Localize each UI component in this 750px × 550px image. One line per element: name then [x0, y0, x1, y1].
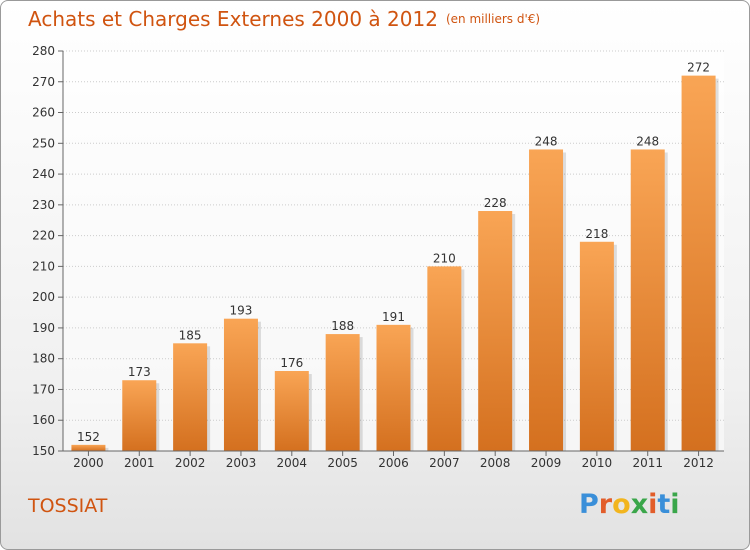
bar	[173, 343, 208, 451]
bar	[274, 371, 309, 451]
logo-letter: r	[598, 489, 613, 520]
y-tick-label: 170	[32, 382, 55, 396]
y-tick-label: 150	[32, 444, 55, 458]
x-tick-label: 2004	[277, 456, 308, 470]
x-tick-label: 2012	[683, 456, 714, 470]
x-tick-label: 2008	[480, 456, 511, 470]
data-label: 210	[433, 251, 456, 265]
data-label: 152	[77, 430, 100, 444]
y-tick-label: 230	[32, 198, 55, 212]
bar	[427, 266, 462, 451]
commune-name: TOSSIAT	[28, 495, 108, 517]
logo-letter: i	[670, 489, 680, 520]
bar	[681, 75, 716, 451]
y-tick-label: 180	[32, 352, 55, 366]
data-label: 191	[382, 310, 405, 324]
data-label: 218	[585, 227, 608, 241]
x-tick-label: 2002	[175, 456, 206, 470]
bar	[71, 444, 106, 451]
data-label: 228	[484, 196, 507, 210]
data-label: 185	[179, 328, 202, 342]
x-tick-label: 2007	[429, 456, 460, 470]
chart-title-text: Achats et Charges Externes 2000 à 2012	[28, 7, 438, 31]
bar	[376, 324, 411, 451]
y-tick-label: 220	[32, 229, 55, 243]
y-tick-label: 160	[32, 413, 55, 427]
chart-subtitle: (en milliers d'€)	[445, 12, 541, 26]
x-tick-label: 2000	[73, 456, 104, 470]
y-tick-label: 200	[32, 290, 55, 304]
bar	[529, 149, 564, 451]
chart-title: Achats et Charges Externes 2000 à 2012 (e…	[28, 7, 540, 31]
data-label: 193	[230, 304, 253, 318]
bar	[223, 318, 258, 451]
data-label: 248	[535, 134, 558, 148]
y-tick-label: 190	[32, 321, 55, 335]
logo-letter: P	[579, 489, 599, 520]
x-tick-label: 2006	[378, 456, 409, 470]
data-label: 176	[280, 356, 303, 370]
logo-letter: t	[657, 489, 671, 520]
x-tick-label: 2011	[632, 456, 663, 470]
proxiti-logo[interactable]: Proxiti	[579, 489, 680, 520]
y-tick-label: 260	[32, 106, 55, 120]
y-tick-label: 280	[32, 44, 55, 58]
data-label: 188	[331, 319, 354, 333]
x-tick-label: 2005	[327, 456, 358, 470]
data-label: 272	[687, 61, 710, 75]
y-tick-label: 270	[32, 75, 55, 89]
logo-letter: i	[648, 489, 658, 520]
bar	[478, 211, 513, 451]
y-tick-label: 240	[32, 167, 55, 181]
data-label: 173	[128, 365, 151, 379]
data-label: 248	[636, 134, 659, 148]
y-tick-label: 250	[32, 136, 55, 150]
x-tick-label: 2009	[531, 456, 562, 470]
bar	[630, 149, 665, 451]
x-tick-label: 2003	[226, 456, 257, 470]
y-tick-label: 210	[32, 259, 55, 273]
x-tick-label: 2001	[124, 456, 155, 470]
bar	[579, 241, 614, 451]
logo-letter: x	[630, 489, 649, 520]
x-tick-label: 2010	[582, 456, 613, 470]
logo-letter: o	[612, 489, 631, 520]
bar	[325, 334, 360, 451]
bar	[122, 380, 157, 451]
